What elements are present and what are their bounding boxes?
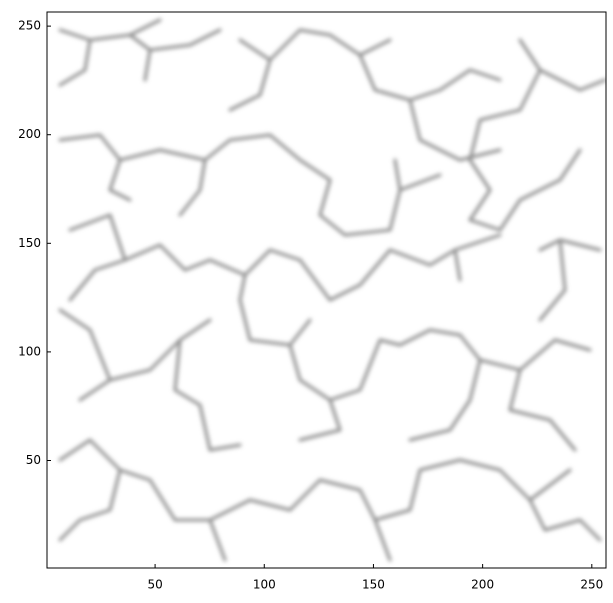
x-tick-label: 200 xyxy=(471,578,494,592)
plot-area xyxy=(47,12,606,568)
image-texture xyxy=(58,18,606,562)
y-tick-label: 100 xyxy=(18,344,41,358)
y-tick-label: 250 xyxy=(18,19,41,33)
x-tick-label: 150 xyxy=(362,578,385,592)
plot-frame xyxy=(46,11,607,569)
y-tick-label: 50 xyxy=(26,453,41,467)
x-tick-label: 50 xyxy=(147,578,162,592)
y-tick-label: 150 xyxy=(18,236,41,250)
x-tick-label: 250 xyxy=(580,578,603,592)
x-tick-label: 100 xyxy=(253,578,276,592)
y-tick-label: 200 xyxy=(18,127,41,141)
